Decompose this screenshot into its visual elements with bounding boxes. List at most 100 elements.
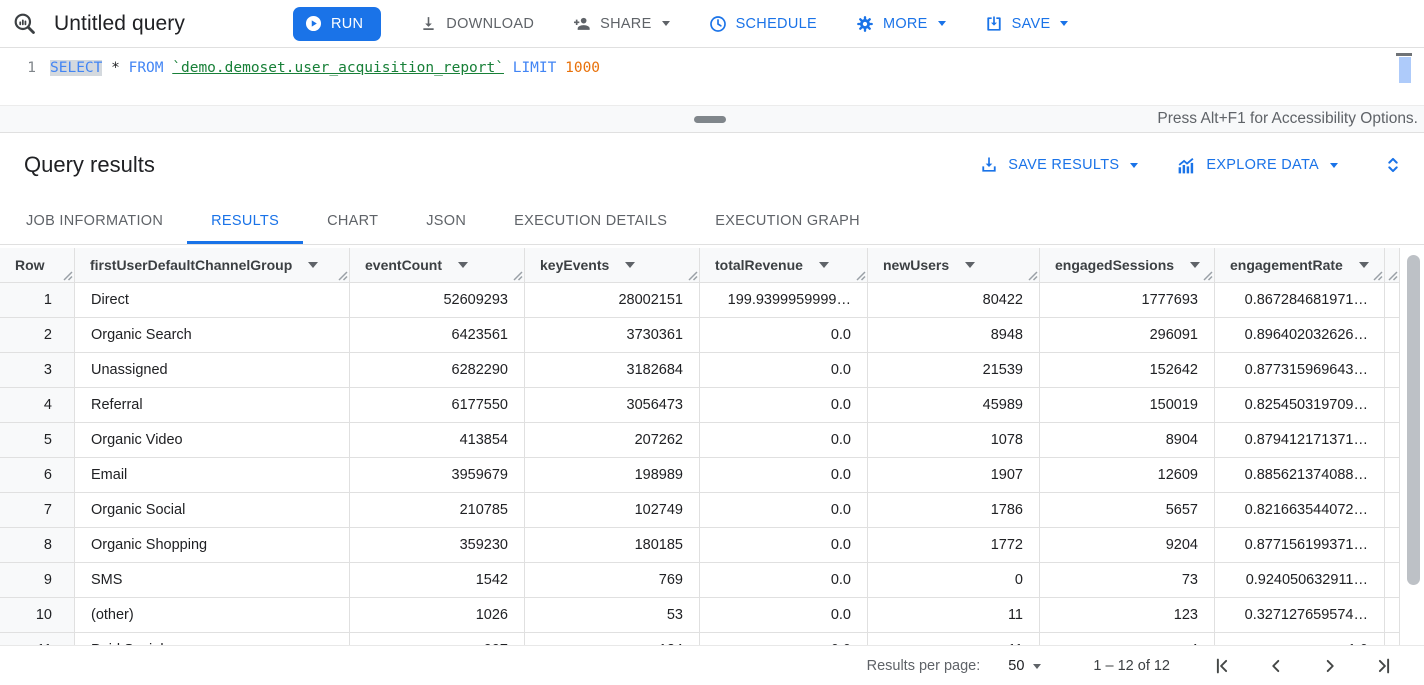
tab-job-information[interactable]: JOB INFORMATION — [2, 197, 187, 244]
chevron-down-icon — [1330, 163, 1338, 168]
explore-data-button[interactable]: EXPLORE DATA — [1176, 155, 1338, 176]
cell-firstUserDefaultChannelGroup: Organic Shopping — [75, 528, 350, 563]
cell-newUsers: 8948 — [868, 318, 1040, 353]
save-results-button[interactable]: SAVE RESULTS — [979, 155, 1138, 175]
editor-scrollbar-thumb[interactable] — [1399, 57, 1411, 83]
column-resize-grip[interactable] — [688, 271, 698, 281]
last-page-icon — [1373, 655, 1395, 677]
cell-firstUserDefaultChannelGroup: (other) — [75, 598, 350, 633]
explore-data-label: EXPLORE DATA — [1206, 157, 1319, 173]
query-title: Untitled query — [54, 12, 185, 36]
column-header-newUsers: newUsers — [868, 248, 1040, 283]
save-icon — [984, 14, 1004, 34]
column-menu-icon[interactable] — [1359, 262, 1369, 268]
column-menu-icon[interactable] — [625, 262, 635, 268]
column-label: eventCount — [365, 257, 442, 273]
gear-icon — [855, 14, 875, 34]
first-page-button[interactable] — [1210, 654, 1234, 678]
column-resize-grip[interactable] — [338, 271, 348, 281]
row-number-cell: 9 — [0, 563, 75, 598]
table-row: 10 (other) 1026 53 0.0 11 123 0.32712765… — [0, 598, 1424, 633]
cell-newUsers: 1907 — [868, 458, 1040, 493]
sql-editor[interactable]: 1 SELECT * FROM `demo.demoset.user_acqui… — [0, 53, 1424, 105]
cell-engagedSessions: 73 — [1040, 563, 1215, 598]
cell-keyEvents: 28002151 — [525, 283, 700, 318]
chevron-left-icon — [1265, 655, 1287, 677]
cell-engagementRate: 0.867284681971… — [1215, 283, 1385, 318]
table-row: 6 Email 3959679 198989 0.0 1907 12609 0.… — [0, 458, 1424, 493]
bigquery-workspace: Untitled query RUN DOWNLOAD — [0, 0, 1424, 685]
query-toolbar: Untitled query RUN DOWNLOAD — [0, 0, 1424, 48]
tab-results[interactable]: RESULTS — [187, 197, 303, 244]
cell-firstUserDefaultChannelGroup: Paid Social — [75, 633, 350, 645]
column-resize-grip[interactable] — [1028, 271, 1038, 281]
more-button[interactable]: MORE — [855, 14, 946, 34]
table-row: 1 Direct 52609293 28002151 199.939995999… — [0, 283, 1424, 318]
first-page-icon — [1211, 655, 1233, 677]
table-scrollbar-thumb[interactable] — [1407, 255, 1420, 585]
cell-keyEvents: 180185 — [525, 528, 700, 563]
column-resize-grip[interactable] — [1388, 271, 1398, 281]
column-label: Row — [15, 257, 45, 273]
cell-firstUserDefaultChannelGroup: Unassigned — [75, 353, 350, 388]
column-menu-icon[interactable] — [458, 262, 468, 268]
cell-engagedSessions: 8904 — [1040, 423, 1215, 458]
cell-newUsers: 0 — [868, 563, 1040, 598]
schedule-button[interactable]: SCHEDULE — [708, 14, 817, 34]
column-menu-icon[interactable] — [308, 262, 318, 268]
column-resize-grip[interactable] — [1373, 271, 1383, 281]
cell-eventCount: 359230 — [350, 528, 525, 563]
last-page-button[interactable] — [1372, 654, 1396, 678]
column-menu-icon[interactable] — [965, 262, 975, 268]
cell-totalRevenue: 0.0 — [700, 633, 868, 645]
cell-engagedSessions: 12609 — [1040, 458, 1215, 493]
splitter-drag-handle[interactable] — [694, 116, 726, 123]
tab-chart[interactable]: CHART — [303, 197, 402, 244]
cell-filler — [1385, 598, 1400, 633]
column-resize-grip[interactable] — [856, 271, 866, 281]
share-button[interactable]: SHARE — [572, 14, 669, 34]
previous-page-button[interactable] — [1264, 654, 1288, 678]
run-button[interactable]: RUN — [293, 7, 381, 41]
cell-engagementRate: 0.924050632911… — [1215, 563, 1385, 598]
cell-engagementRate: 1.0 — [1215, 633, 1385, 645]
tab-execution-graph[interactable]: EXECUTION GRAPH — [691, 197, 884, 244]
sql-table-link[interactable]: `demo.demoset.user_acquisition_report` — [172, 60, 504, 76]
column-resize-grip[interactable] — [513, 271, 523, 281]
pagination-bar: Results per page: 50 1 – 12 of 12 — [0, 645, 1424, 685]
cell-engagedSessions: 1777693 — [1040, 283, 1215, 318]
cell-keyEvents: 124 — [525, 633, 700, 645]
table-row: 5 Organic Video 413854 207262 0.0 1078 8… — [0, 423, 1424, 458]
chevron-down-icon — [662, 21, 670, 26]
results-table: Row firstUserDefaultChannelGroup eventCo… — [0, 248, 1424, 645]
accessibility-hint: Press Alt+F1 for Accessibility Options. — [1157, 110, 1418, 128]
cell-filler — [1385, 388, 1400, 423]
column-menu-icon[interactable] — [1190, 262, 1200, 268]
sql-keyword-limit: LIMIT — [513, 60, 557, 76]
download-button[interactable]: DOWNLOAD — [419, 14, 534, 33]
cell-totalRevenue: 0.0 — [700, 493, 868, 528]
save-results-icon — [979, 155, 999, 175]
results-actions: SAVE RESULTS EXPLORE DATA — [979, 154, 1404, 176]
unfold-more-icon — [1382, 154, 1404, 176]
cell-engagementRate: 0.879412171371… — [1215, 423, 1385, 458]
next-page-button[interactable] — [1318, 654, 1342, 678]
tab-execution-details[interactable]: EXECUTION DETAILS — [490, 197, 691, 244]
expand-results-button[interactable] — [1382, 154, 1404, 176]
save-button[interactable]: SAVE — [984, 14, 1069, 34]
cell-firstUserDefaultChannelGroup: SMS — [75, 563, 350, 598]
table-header-row: Row firstUserDefaultChannelGroup eventCo… — [0, 248, 1424, 283]
download-icon — [419, 14, 438, 33]
cell-filler — [1385, 318, 1400, 353]
column-header-keyEvents: keyEvents — [525, 248, 700, 283]
column-menu-icon[interactable] — [819, 262, 829, 268]
cell-engagedSessions: 4 — [1040, 633, 1215, 645]
column-header-filler — [1385, 248, 1400, 283]
cell-firstUserDefaultChannelGroup: Email — [75, 458, 350, 493]
page-size-select[interactable]: 50 — [1008, 658, 1041, 674]
sql-code[interactable]: SELECT * FROM `demo.demoset.user_acquisi… — [50, 60, 600, 76]
cell-filler — [1385, 633, 1400, 645]
column-resize-grip[interactable] — [63, 271, 73, 281]
tab-json[interactable]: JSON — [402, 197, 490, 244]
column-resize-grip[interactable] — [1203, 271, 1213, 281]
